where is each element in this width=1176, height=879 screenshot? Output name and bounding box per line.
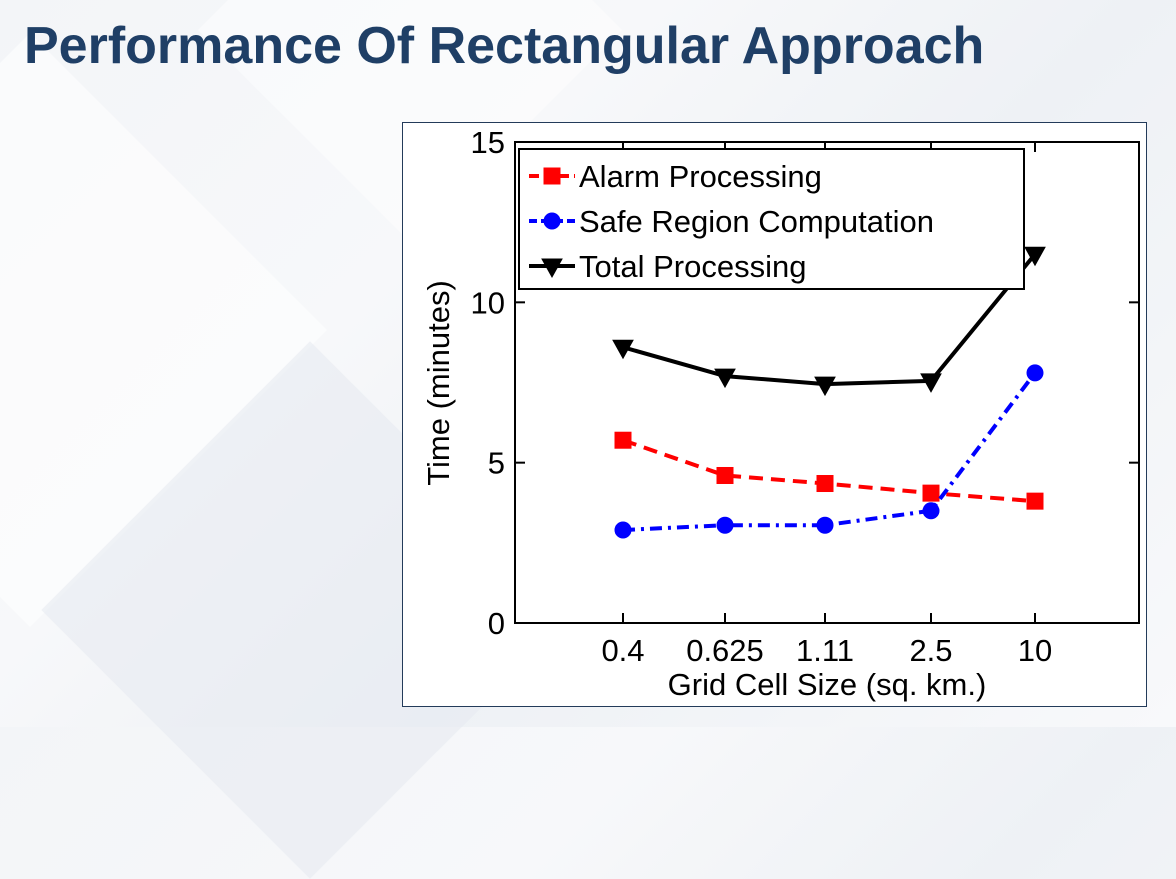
data-point-safe-region-computation bbox=[1026, 364, 1044, 382]
chart-marks: 0 5 10 15 0.4 0.625 1.11 2.5 10 bbox=[471, 125, 1139, 668]
data-point-alarm-processing bbox=[816, 475, 834, 493]
y-axis-label: Time (minutes) bbox=[421, 280, 456, 486]
data-point-total-processing bbox=[814, 376, 836, 397]
line-chart: 0 5 10 15 0.4 0.625 1.11 2.5 10 Alarm Processing… bbox=[421, 125, 1140, 702]
data-point-total-processing bbox=[920, 373, 942, 393]
data-point-total-processing bbox=[1024, 246, 1046, 267]
legend-label-alarm-processing: Alarm Processing bbox=[579, 159, 822, 194]
legend-marker-total-processing bbox=[541, 258, 563, 279]
y-tick-label: 5 bbox=[488, 446, 505, 481]
data-point-safe-region-computation bbox=[614, 521, 632, 539]
x-tick-label: 0.625 bbox=[686, 633, 764, 668]
y-tick-label: 0 bbox=[488, 606, 505, 641]
x-axis-label: Grid Cell Size (sq. km.) bbox=[668, 667, 987, 702]
x-tick-label: 1.11 bbox=[796, 633, 854, 668]
slide-title: Performance Of Rectangular Approach bbox=[24, 17, 985, 75]
data-point-alarm-processing bbox=[614, 431, 632, 449]
y-tick-label: 15 bbox=[471, 125, 505, 160]
data-point-total-processing bbox=[612, 339, 634, 360]
x-tick-label: 10 bbox=[1018, 633, 1052, 668]
y-tick-label: 10 bbox=[471, 285, 505, 320]
data-point-safe-region-computation bbox=[816, 516, 834, 534]
data-point-alarm-processing bbox=[1026, 492, 1044, 510]
data-point-safe-region-computation bbox=[716, 516, 734, 534]
data-point-total-processing bbox=[714, 368, 736, 389]
x-tick-label: 2.5 bbox=[909, 633, 952, 668]
data-point-safe-region-computation bbox=[922, 502, 940, 520]
x-tick-label: 0.4 bbox=[601, 633, 644, 668]
legend-box bbox=[518, 148, 1025, 290]
legend-label-total-processing: Total Processing bbox=[579, 249, 806, 284]
data-point-alarm-processing bbox=[716, 466, 734, 484]
legend-marker-safe-region-computation bbox=[543, 212, 561, 230]
legend-label-safe-region-computation: Safe Region Computation bbox=[579, 204, 934, 239]
legend: Alarm Processing Safe Region Computation T… bbox=[518, 148, 1025, 290]
data-point-alarm-processing bbox=[922, 484, 940, 502]
legend-marker-alarm-processing bbox=[543, 167, 561, 185]
chart-frame: 0 5 10 15 0.4 0.625 1.11 2.5 10 Alarm Processing… bbox=[402, 122, 1147, 707]
